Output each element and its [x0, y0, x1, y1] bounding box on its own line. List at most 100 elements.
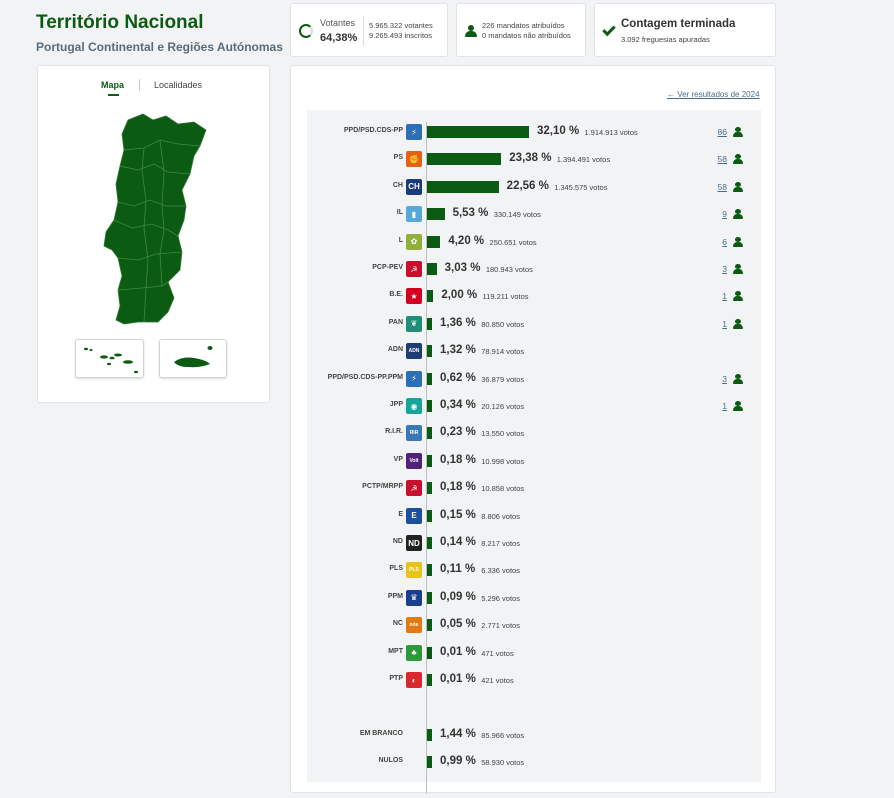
vote-count: 180.943 votos [485, 265, 533, 274]
person-icon [733, 236, 743, 248]
vote-count: 6.336 votos [481, 566, 520, 576]
party-logo-icon: CH [406, 178, 422, 195]
divider [363, 16, 364, 46]
vote-count: 8.806 votos [481, 511, 520, 521]
seat-count-link[interactable]: 3 [722, 373, 727, 384]
party-row[interactable]: PPM ♛ 0,09 % 5.296 votos [291, 589, 777, 607]
person-icon [465, 25, 477, 37]
party-row[interactable]: PAN ❦ 1,36 % 80.850 votos 1 [291, 315, 777, 333]
party-logo-icon: ☭ [406, 261, 422, 277]
vote-count: 1.345.575 votos [554, 182, 608, 192]
mandatos-atribuidos: 226 mandatos atribuídos [482, 21, 565, 30]
party-row[interactable]: MPT ♣ 0,01 % 471 votos [291, 644, 777, 662]
party-row[interactable]: ADN ADN 1,32 % 78.914 votos [291, 342, 777, 360]
azores-map [84, 347, 138, 374]
party-logo-icon: ✊ [406, 151, 422, 168]
seat-count-link[interactable]: 1 [722, 291, 727, 302]
previous-results-link[interactable]: ← Ver resultados de 2024 [667, 90, 760, 99]
party-logo-icon: nós [406, 617, 422, 634]
party-row[interactable]: E E 0,15 % 8.806 votos [291, 507, 777, 525]
party-name: PCTP/MRPP [362, 483, 403, 491]
party-row[interactable]: L ✿ 4,20 % 250.651 votos 6 [291, 233, 777, 251]
party-name: PPD/PSD.CDS-PP.PPM [327, 373, 403, 381]
vote-bar [427, 729, 432, 741]
party-row[interactable]: JPP ◉ 0,34 % 20.126 votos 1 [291, 397, 777, 415]
party-logo-icon: PLS [406, 562, 422, 579]
party-name: R.I.R. [385, 428, 403, 436]
party-row[interactable]: PTP ◐ 0,01 % 421 votos [291, 671, 777, 689]
party-row[interactable]: VP Volt 0,18 % 10.998 votos [291, 452, 777, 470]
freguesias-count: 3.092 freguesias apuradas [621, 35, 710, 44]
party-logo-icon: ❦ [406, 315, 422, 332]
vote-count: 58.930 votos [481, 758, 525, 767]
party-row[interactable]: PS ✊ 23,38 % 1.394.491 votos 58 [291, 150, 777, 168]
person-icon [733, 373, 743, 385]
party-name: PPD/PSD.CDS-PP [343, 127, 403, 134]
party-logo-icon: ✿ [406, 233, 422, 250]
vote-bar [427, 646, 432, 659]
vote-count: 471 votos [481, 648, 514, 658]
page-subtitle: Portugal Continental e Regiões Autónomas [36, 40, 283, 54]
tab-localidades[interactable]: Localidades [154, 80, 203, 90]
party-row[interactable]: CH CH 22,56 % 1.345.575 votos 58 [291, 178, 777, 196]
party-name: ND [392, 538, 403, 545]
party-name: EM BRANCO [359, 730, 403, 737]
party-row[interactable]: IL ▮ 5,53 % 330.149 votos 9 [291, 205, 777, 223]
party-logo-icon: ND [406, 535, 422, 551]
person-icon [733, 181, 743, 193]
vote-percentage: 22,56 % [506, 179, 549, 192]
party-row[interactable]: NULOS 0,99 % 58.930 votos [291, 753, 777, 771]
party-logo-icon: ADN [406, 343, 422, 360]
seat-count-link[interactable]: 6 [722, 236, 727, 247]
portugal-mainland-map[interactable] [98, 110, 213, 330]
party-name: PAN [388, 318, 403, 326]
party-name: MPT [388, 647, 403, 655]
party-row[interactable]: PPD/PSD.CDS-PP ⚡ 32,10 % 1.914.913 votos 86 [291, 123, 777, 141]
madeira-inset[interactable] [159, 339, 227, 378]
results-chart-area [307, 110, 761, 782]
seat-count-link[interactable]: 86 [717, 127, 727, 137]
party-logo-icon: ♛ [406, 589, 422, 606]
seat-count-link[interactable]: 9 [722, 209, 727, 220]
seat-count-link[interactable]: 58 [717, 154, 727, 165]
vote-bar [427, 454, 432, 467]
vote-count: 85.966 votos [481, 731, 525, 740]
party-row[interactable]: PCP-PEV ☭ 3,03 % 180.943 votos 3 [291, 260, 777, 278]
vote-percentage: 0,09 % [440, 590, 476, 603]
chart-axis-line [426, 122, 427, 794]
vote-bar [427, 482, 432, 495]
seat-count-link[interactable]: 3 [722, 264, 727, 274]
vote-bar [427, 591, 432, 604]
person-icon [733, 264, 743, 275]
vote-bar [427, 674, 432, 686]
party-row[interactable]: EM BRANCO 1,44 % 85.966 votos [291, 726, 777, 744]
vote-percentage: 0,01 % [440, 673, 476, 685]
party-name: NC [392, 620, 403, 628]
vote-count: 20.126 votos [481, 402, 525, 411]
party-row[interactable]: PCTP/MRPP ☭ 0,18 % 10.858 votos [291, 479, 777, 497]
party-row[interactable]: NC nós 0,05 % 2.771 votos [291, 616, 777, 634]
party-row[interactable]: B.E. ★ 2,00 % 119.211 votos 1 [291, 287, 777, 305]
seat-count-link[interactable]: 1 [722, 401, 727, 411]
party-row[interactable]: R.I.R. RIR 0,23 % 13.550 votos [291, 424, 777, 442]
vote-percentage: 0,01 % [440, 645, 476, 658]
inscritos-count: 9.265.493 inscritos [369, 31, 432, 40]
votantes-card: Votantes 64,38% 5.965.322 votantes 9.265… [290, 3, 448, 57]
party-row[interactable]: ND ND 0,14 % 8.217 votos [291, 534, 777, 552]
contagem-title: Contagem terminada [621, 18, 736, 30]
party-row[interactable]: PLS PLS 0,11 % 6.336 votos [291, 561, 777, 579]
azores-inset[interactable] [75, 339, 144, 378]
vote-percentage: 4,20 % [448, 234, 485, 247]
vote-count: 13.550 votos [481, 429, 525, 439]
vote-percentage: 0,05 % [440, 618, 476, 631]
tab-mapa[interactable]: Mapa [101, 80, 125, 90]
map-panel: Mapa Localidades [37, 65, 270, 403]
vote-bar [427, 372, 432, 385]
party-row[interactable]: PPD/PSD.CDS-PP.PPM ⚡ 0,62 % 36.879 votos 3 [291, 370, 777, 388]
page-title: Território Nacional [36, 12, 204, 33]
vote-count: 80.850 votos [481, 319, 525, 329]
seat-count-link[interactable]: 1 [722, 318, 727, 329]
seat-count-link[interactable]: 58 [717, 181, 727, 192]
party-name: E [398, 510, 403, 518]
contagem-card: Contagem terminada 3.092 freguesias apur… [594, 3, 776, 57]
